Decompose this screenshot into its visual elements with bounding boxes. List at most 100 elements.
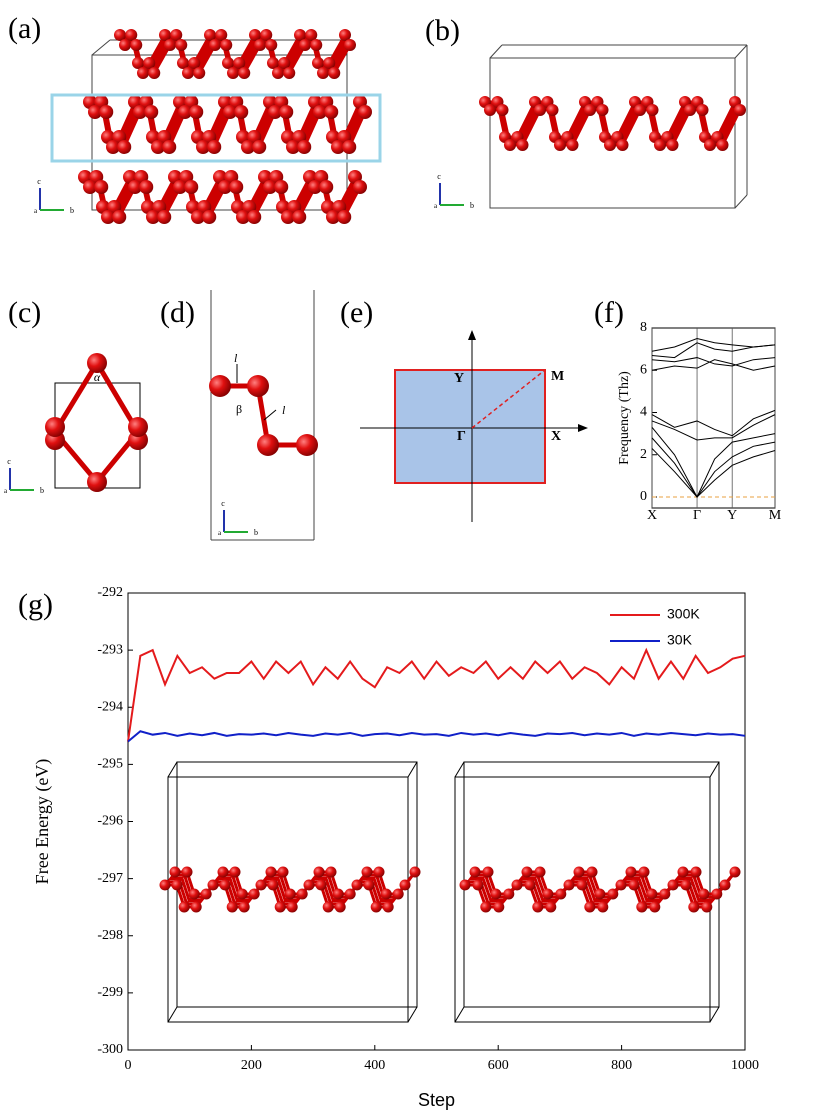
atom — [294, 29, 306, 41]
atom — [267, 57, 279, 69]
atom — [729, 866, 741, 878]
atom — [99, 105, 114, 119]
atom — [337, 210, 352, 224]
atom — [490, 888, 502, 900]
panel-label: (a) — [8, 12, 41, 45]
atom — [284, 888, 296, 900]
atom — [334, 901, 346, 913]
atom — [226, 901, 238, 913]
x-tick-label: 1000 — [731, 1058, 759, 1073]
atom — [299, 39, 311, 51]
atom — [207, 140, 222, 154]
atom — [482, 866, 494, 878]
atom — [188, 888, 200, 900]
atom — [252, 140, 267, 154]
atom — [236, 210, 250, 224]
atom — [331, 140, 345, 154]
frame-line — [407, 1006, 418, 1023]
atom — [628, 879, 640, 891]
frame-line — [734, 194, 748, 209]
atom — [128, 417, 148, 437]
atom — [409, 866, 421, 878]
atom — [576, 879, 588, 891]
x-axis-title: Step — [418, 1090, 455, 1110]
atom — [615, 879, 627, 891]
atom — [173, 180, 187, 194]
atom — [286, 140, 300, 154]
series-line — [127, 730, 746, 743]
atom — [218, 180, 232, 194]
atom — [200, 888, 212, 900]
atom — [711, 888, 723, 900]
atom — [677, 866, 689, 878]
atom — [380, 888, 392, 900]
atom — [278, 57, 291, 69]
atom — [87, 353, 107, 373]
atom — [133, 105, 147, 119]
atom — [646, 104, 659, 116]
atom — [117, 140, 132, 154]
atom — [238, 67, 251, 79]
y-tick-label: -296 — [97, 814, 123, 829]
atom — [484, 104, 496, 116]
atom — [594, 888, 606, 900]
y-tick-label: -292 — [97, 585, 123, 600]
y-tick-label: -297 — [97, 871, 123, 886]
atom — [137, 67, 149, 79]
atom — [344, 888, 356, 900]
atom — [496, 104, 509, 116]
atom — [638, 866, 650, 878]
atom — [209, 39, 221, 51]
atom — [604, 139, 616, 151]
axis-text: b — [70, 206, 74, 215]
x-tick-label: X — [647, 508, 657, 523]
panel-label: (e) — [340, 296, 373, 329]
atom — [654, 139, 666, 151]
atom — [148, 67, 161, 79]
frame-line — [454, 761, 465, 778]
atom — [119, 39, 131, 51]
axis-text: b — [254, 528, 258, 537]
y-tick-label: -298 — [97, 928, 123, 943]
atom — [248, 888, 260, 900]
atom — [503, 888, 515, 900]
y-axis-title: Free Energy (eV) — [32, 759, 53, 885]
atom — [114, 29, 126, 41]
atom — [373, 866, 385, 878]
atom — [144, 105, 159, 119]
atom — [584, 901, 596, 913]
atom — [177, 57, 189, 69]
angle-label: α — [94, 370, 101, 384]
atom — [170, 29, 183, 41]
atom — [704, 139, 716, 151]
atom — [542, 888, 554, 900]
atom — [159, 29, 171, 41]
path-line — [471, 369, 546, 429]
atom — [296, 434, 318, 456]
atom — [363, 879, 375, 891]
atom — [274, 180, 289, 194]
x-tick-label: 800 — [611, 1058, 632, 1073]
atom — [698, 888, 710, 900]
atom — [238, 901, 250, 913]
atom — [296, 888, 308, 900]
legend-label: 300K — [667, 606, 700, 622]
atom — [524, 879, 536, 891]
atom — [323, 57, 336, 69]
atom — [247, 210, 262, 224]
cell-box — [167, 776, 409, 1023]
atom — [313, 866, 325, 878]
atom — [667, 879, 679, 891]
arrowhead — [578, 424, 588, 432]
axis-text: a — [218, 529, 222, 537]
frame-line — [407, 761, 418, 778]
series-line — [651, 342, 776, 359]
x-tick-label: 200 — [241, 1058, 262, 1073]
atom — [308, 180, 322, 194]
atom — [196, 140, 210, 154]
structures — [9, 29, 748, 1023]
atom — [459, 879, 471, 891]
atom — [227, 67, 239, 79]
